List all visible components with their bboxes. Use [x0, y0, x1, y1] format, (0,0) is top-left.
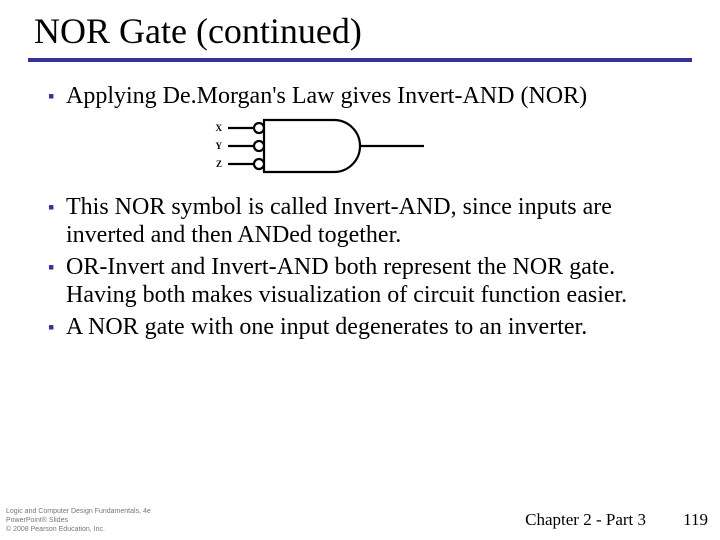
- slide-title: NOR Gate (continued): [34, 10, 362, 52]
- bullet-marker-icon: ▪: [48, 82, 66, 110]
- bullet-text: Applying De.Morgan's Law gives Invert-AN…: [66, 82, 680, 110]
- footer-credit-line: © 2008 Pearson Education, Inc.: [6, 525, 151, 534]
- bullet-item: ▪ Applying De.Morgan's Law gives Invert-…: [48, 82, 680, 110]
- bullet-item: ▪ A NOR gate with one input degenerates …: [48, 313, 680, 341]
- bullet-text: OR-Invert and Invert-AND both represent …: [66, 253, 680, 309]
- footer-credit-line: Logic and Computer Design Fundamentals, …: [6, 507, 151, 516]
- svg-text:Z: Z: [216, 159, 222, 169]
- footer-chapter: Chapter 2 - Part 3: [525, 510, 646, 530]
- bullet-marker-icon: ▪: [48, 253, 66, 281]
- title-underline: [28, 58, 692, 62]
- svg-text:X: X: [216, 123, 223, 133]
- bullet-marker-icon: ▪: [48, 193, 66, 221]
- footer-page-number: 119: [683, 510, 708, 530]
- bullet-marker-icon: ▪: [48, 313, 66, 341]
- bullet-item: ▪ OR-Invert and Invert-AND both represen…: [48, 253, 680, 309]
- footer-credit-line: PowerPoint® Slides: [6, 516, 151, 525]
- bullet-text: A NOR gate with one input degenerates to…: [66, 313, 680, 341]
- bullet-list: ▪ Applying De.Morgan's Law gives Invert-…: [48, 82, 680, 345]
- bullet-item: ▪ This NOR symbol is called Invert-AND, …: [48, 193, 680, 249]
- footer-credits: Logic and Computer Design Fundamentals, …: [6, 507, 151, 534]
- invert-and-gate-icon: XYZ: [204, 114, 434, 178]
- slide: NOR Gate (continued) ▪ Applying De.Morga…: [0, 0, 720, 540]
- bullet-text: This NOR symbol is called Invert-AND, si…: [66, 193, 680, 249]
- gate-diagram: XYZ: [204, 114, 680, 183]
- svg-text:Y: Y: [216, 141, 223, 151]
